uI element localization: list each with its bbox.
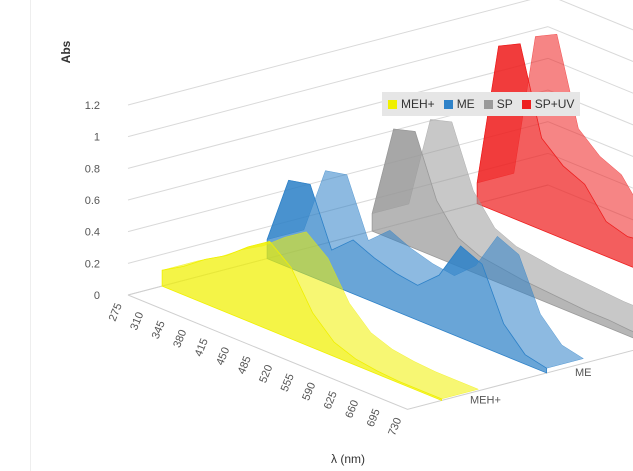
series-area-ME xyxy=(266,179,548,374)
x-tick-label: 310 xyxy=(128,310,146,332)
x-tick-label: 275 xyxy=(107,302,125,324)
legend-label: ME xyxy=(456,97,475,111)
x-axis-title: λ (nm) xyxy=(331,452,365,466)
legend-item: MEH+ xyxy=(388,97,435,111)
back-grid-line xyxy=(558,0,633,31)
x-tick-label: 380 xyxy=(171,328,189,350)
left-border-line xyxy=(30,0,31,471)
side-grid-line xyxy=(127,57,549,169)
legend-swatch xyxy=(388,99,397,109)
x-tick-label: 415 xyxy=(193,337,211,359)
back-grid-line xyxy=(547,26,633,62)
x-tick-label: 695 xyxy=(365,407,383,429)
legend-swatch xyxy=(521,99,531,109)
y-tick-label: 0.4 xyxy=(85,227,100,239)
depth-label: ME xyxy=(575,367,592,379)
x-tick-label: 450 xyxy=(214,346,232,368)
legend-item: SP+UV xyxy=(521,97,575,111)
back-grid-line xyxy=(547,121,633,157)
floor-edge xyxy=(127,294,633,410)
legend-label: SP xyxy=(496,97,513,111)
y-tick-label: 0.2 xyxy=(85,258,100,270)
x-tick-label: 345 xyxy=(150,319,168,341)
side-grid-line xyxy=(127,26,549,138)
x-tick-label: 625 xyxy=(322,390,340,412)
x-tick-label: 555 xyxy=(279,372,297,394)
y-tick-label: 0.6 xyxy=(85,195,100,207)
depth-label: MEH+ xyxy=(470,395,501,407)
legend-swatch xyxy=(483,99,493,109)
legend-label: SP+UV xyxy=(534,97,575,111)
chart-legend: MEH+ ME SP SP+UV xyxy=(382,92,581,116)
y-tick-label: 1.2 xyxy=(85,100,100,112)
y-tick-label: 1 xyxy=(94,132,100,144)
legend-swatch xyxy=(443,99,453,109)
y-tick-label: 0.8 xyxy=(85,163,100,175)
x-tick-label: 590 xyxy=(300,381,318,403)
series-area-MEH+ xyxy=(161,240,443,402)
legend-label: MEH+ xyxy=(401,97,435,111)
x-tick-label: 520 xyxy=(257,363,275,385)
y-tick-label: 0 xyxy=(94,290,100,302)
legend-item: SP xyxy=(483,97,513,111)
back-grid-line xyxy=(547,57,633,94)
legend-item: ME xyxy=(443,97,475,111)
side-grid-line xyxy=(127,0,531,106)
x-tick-label: 730 xyxy=(386,416,404,438)
back-grid-line xyxy=(547,89,633,126)
x-tick-label: 485 xyxy=(236,354,254,376)
y-axis-title: Abs xyxy=(59,40,73,63)
x-tick-label: 660 xyxy=(343,398,361,420)
